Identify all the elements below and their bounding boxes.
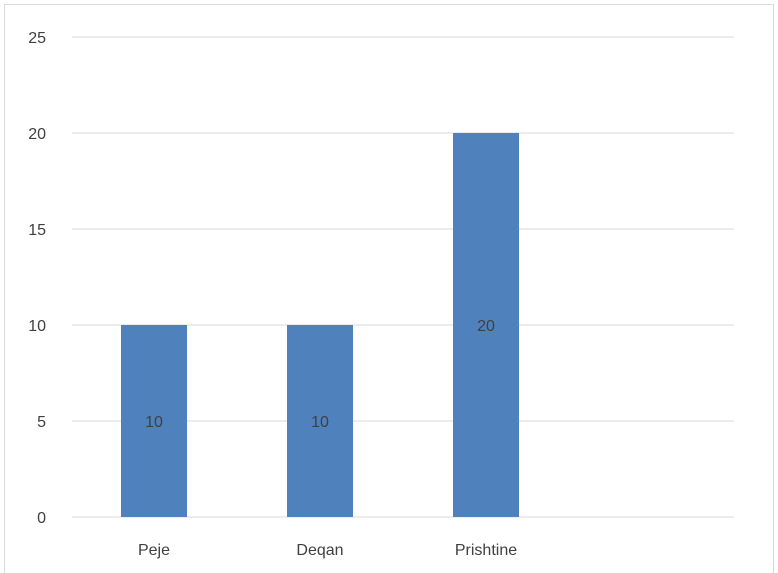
data-label: 10	[145, 414, 163, 431]
x-tick-label: Prishtine	[455, 542, 517, 559]
data-label: 20	[477, 318, 495, 335]
bar-prishtine	[453, 133, 519, 517]
y-axis-ticks: 0 5 10 15 20 25	[28, 30, 46, 527]
x-tick-label: Peje	[138, 542, 170, 559]
y-tick-label: 25	[28, 30, 46, 47]
y-tick-label: 15	[28, 222, 46, 239]
bars	[121, 133, 519, 517]
y-tick-label: 5	[37, 414, 46, 431]
y-tick-label: 20	[28, 126, 46, 143]
y-tick-label: 0	[37, 510, 46, 527]
data-labels: 10 10 20	[145, 318, 495, 431]
x-axis-ticks: Peje Deqan Prishtine	[138, 542, 517, 559]
bar-peje	[121, 325, 187, 517]
bar-deqan	[287, 325, 353, 517]
x-tick-label: Deqan	[296, 542, 343, 559]
y-tick-label: 10	[28, 318, 46, 335]
data-label: 10	[311, 414, 329, 431]
